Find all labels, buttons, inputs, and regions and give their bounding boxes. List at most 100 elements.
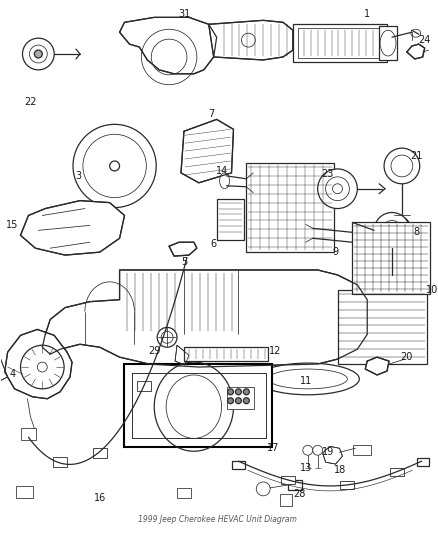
Bar	[280, 494, 292, 506]
Polygon shape	[0, 359, 7, 382]
Bar	[417, 458, 429, 466]
Ellipse shape	[21, 345, 64, 389]
Ellipse shape	[382, 221, 402, 240]
Text: 1: 1	[364, 10, 370, 19]
Bar	[281, 475, 295, 483]
Text: 12: 12	[269, 346, 281, 356]
Bar	[390, 468, 404, 476]
Ellipse shape	[236, 389, 241, 395]
Ellipse shape	[37, 362, 47, 372]
Bar	[246, 163, 334, 252]
Ellipse shape	[157, 327, 177, 347]
Polygon shape	[132, 373, 266, 438]
Polygon shape	[181, 119, 233, 183]
Bar	[93, 448, 107, 458]
Ellipse shape	[73, 124, 156, 207]
Polygon shape	[407, 44, 425, 59]
Ellipse shape	[380, 30, 396, 56]
Text: 10: 10	[425, 285, 438, 295]
Text: 16: 16	[94, 493, 106, 503]
Text: 3: 3	[75, 171, 81, 181]
Text: 14: 14	[215, 166, 228, 176]
Ellipse shape	[394, 217, 410, 237]
Polygon shape	[5, 329, 72, 399]
Bar	[217, 199, 244, 240]
Text: 4: 4	[10, 369, 16, 379]
Bar	[226, 387, 254, 409]
FancyBboxPatch shape	[124, 364, 272, 447]
Ellipse shape	[392, 228, 412, 252]
Ellipse shape	[228, 398, 233, 403]
Text: 1999 Jeep Cherokee HEVAC Unit Diagram: 1999 Jeep Cherokee HEVAC Unit Diagram	[138, 514, 297, 523]
Bar	[298, 28, 382, 58]
Text: 8: 8	[414, 227, 420, 237]
Ellipse shape	[219, 173, 230, 189]
Text: 23: 23	[321, 169, 334, 179]
Bar	[184, 347, 268, 361]
Ellipse shape	[391, 155, 413, 177]
Bar	[338, 290, 427, 364]
Ellipse shape	[313, 445, 323, 455]
Text: 11: 11	[300, 376, 312, 386]
Ellipse shape	[332, 184, 343, 193]
Polygon shape	[209, 20, 293, 60]
Ellipse shape	[83, 134, 146, 198]
Ellipse shape	[256, 363, 359, 395]
Polygon shape	[323, 446, 343, 464]
Bar	[53, 457, 67, 467]
Bar	[340, 481, 354, 489]
Bar	[120, 270, 318, 334]
Text: 5: 5	[181, 257, 187, 267]
Bar	[138, 381, 151, 391]
Ellipse shape	[34, 50, 42, 58]
Ellipse shape	[228, 389, 233, 395]
Text: 19: 19	[321, 447, 334, 457]
Ellipse shape	[374, 213, 410, 248]
Text: 15: 15	[7, 220, 19, 230]
Ellipse shape	[236, 398, 241, 403]
Bar	[177, 488, 191, 498]
Text: 7: 7	[208, 109, 215, 119]
Text: 13: 13	[300, 463, 312, 473]
Text: 20: 20	[401, 352, 413, 362]
Text: 6: 6	[211, 239, 217, 249]
Ellipse shape	[384, 148, 420, 184]
Text: 29: 29	[148, 346, 160, 356]
Polygon shape	[120, 18, 217, 74]
Ellipse shape	[256, 482, 270, 496]
Ellipse shape	[22, 38, 54, 70]
Bar	[16, 486, 33, 498]
Ellipse shape	[411, 29, 421, 37]
Text: 28: 28	[293, 489, 306, 499]
Ellipse shape	[268, 369, 347, 389]
Text: 31: 31	[178, 10, 190, 19]
Ellipse shape	[244, 389, 249, 395]
Bar	[379, 26, 397, 60]
Text: 17: 17	[267, 443, 279, 453]
Ellipse shape	[241, 33, 255, 47]
Bar	[352, 222, 430, 294]
Bar	[380, 275, 404, 293]
Ellipse shape	[303, 445, 313, 455]
Ellipse shape	[166, 375, 222, 438]
Ellipse shape	[29, 45, 47, 63]
Text: 24: 24	[418, 35, 431, 45]
Polygon shape	[365, 357, 389, 375]
Ellipse shape	[318, 169, 357, 208]
Polygon shape	[169, 242, 197, 256]
Ellipse shape	[110, 161, 120, 171]
Ellipse shape	[244, 398, 249, 403]
Polygon shape	[42, 270, 367, 367]
Text: 22: 22	[24, 96, 37, 107]
Bar	[353, 445, 371, 455]
Bar	[293, 25, 387, 62]
Text: 9: 9	[332, 247, 339, 257]
Bar	[288, 480, 302, 490]
Bar	[21, 429, 36, 440]
Ellipse shape	[325, 177, 350, 200]
Ellipse shape	[161, 332, 173, 343]
Polygon shape	[21, 200, 124, 255]
Text: 21: 21	[410, 151, 423, 161]
Bar	[232, 461, 245, 469]
Text: 18: 18	[334, 465, 346, 475]
